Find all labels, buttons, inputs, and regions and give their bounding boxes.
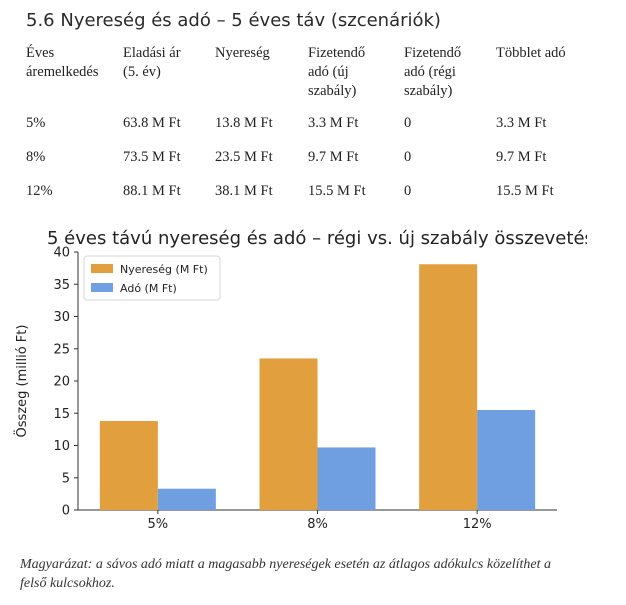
x-tick-label: 5% <box>148 517 169 532</box>
bar-nyereseg <box>99 420 158 510</box>
scenario-table: Éves áremelkedés Eladási ár (5. év) Nyeres… <box>26 44 586 216</box>
x-tick-label: 12% <box>463 517 492 532</box>
header-cell: Eladási ár (5. év) <box>123 45 181 80</box>
x-tick-label: 8% <box>307 517 328 532</box>
y-tick-label: 40 <box>53 246 70 261</box>
table-cell: 5% <box>26 115 46 131</box>
header-cell: Fizetendő adó (új szabály) <box>308 45 366 99</box>
table-cell: 0 <box>404 115 412 131</box>
table-cell: 3.3 M Ft <box>496 115 547 131</box>
y-tick-label: 10 <box>53 439 70 454</box>
table-header-row: Éves áremelkedés Eladási ár (5. év) Nyeres… <box>26 44 586 114</box>
legend-swatch <box>91 264 113 273</box>
legend-box <box>83 255 221 301</box>
table-cell: 73.5 M Ft <box>123 149 181 165</box>
table-cell: 9.7 M Ft <box>308 149 359 165</box>
y-tick-label: 30 <box>53 310 70 325</box>
table-cell: 63.8 M Ft <box>123 115 181 131</box>
table-cell: 12% <box>26 183 53 199</box>
header-cell: Többlet adó <box>496 45 566 61</box>
table-cell: 23.5 M Ft <box>215 149 273 165</box>
y-tick-label: 25 <box>53 342 70 357</box>
y-axis-label: Összeg (millió Ft) <box>13 325 30 438</box>
y-tick-label: 15 <box>53 407 70 422</box>
table-cell: 3.3 M Ft <box>308 115 359 131</box>
legend-label: Nyereség (M Ft) <box>120 263 208 276</box>
bar-ado <box>317 447 376 510</box>
table-row: 8% 73.5 M Ft 23.5 M Ft 9.7 M Ft 0 9.7 M … <box>26 148 586 182</box>
table-cell: 88.1 M Ft <box>123 183 181 199</box>
table-cell: 0 <box>404 149 412 165</box>
table-row: 5% 63.8 M Ft 13.8 M Ft 3.3 M Ft 0 3.3 M … <box>26 114 586 148</box>
table-cell: 0 <box>404 183 412 199</box>
caption: Magyarázat: a sávos adó miatt a magasabb… <box>20 557 552 591</box>
table-row: 12% 88.1 M Ft 38.1 M Ft 15.5 M Ft 0 15.5… <box>26 182 586 216</box>
section-title: 5.6 Nyereség és adó – 5 éves táv (szcená… <box>26 10 441 31</box>
table-cell: 13.8 M Ft <box>215 115 273 131</box>
bar-nyereseg <box>259 358 318 510</box>
y-tick-label: 20 <box>53 375 70 390</box>
header-cell: Nyereség <box>215 45 270 61</box>
bar-chart: 0 5 10 15 20 25 30 35 40 Összeg (millió Ft) 5% 8% 12… <box>13 246 557 532</box>
y-tick-label: 0 <box>62 504 70 519</box>
bar-nyereseg <box>419 264 478 510</box>
header-cell: Éves áremelkedés <box>26 45 99 80</box>
legend-label: Adó (M Ft) <box>120 282 177 295</box>
table-cell: 9.7 M Ft <box>496 149 547 165</box>
chart-title: 5 éves távú nyereség és adó – régi vs. ú… <box>47 228 587 249</box>
table-cell: 15.5 M Ft <box>496 183 554 199</box>
table-cell: 8% <box>26 149 46 165</box>
y-tick-label: 5 <box>62 471 70 486</box>
table-cell: 38.1 M Ft <box>215 183 273 199</box>
legend-swatch <box>91 283 113 292</box>
y-tick-label: 35 <box>53 278 70 293</box>
bar-ado <box>157 488 216 510</box>
bar-ado <box>477 410 536 510</box>
header-cell: Fizetendő adó (régi szabály) <box>404 45 462 99</box>
table-cell: 15.5 M Ft <box>308 183 366 199</box>
